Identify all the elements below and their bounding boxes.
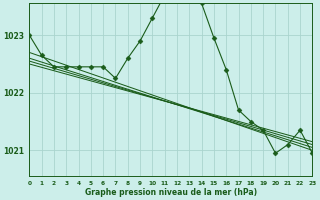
X-axis label: Graphe pression niveau de la mer (hPa): Graphe pression niveau de la mer (hPa)	[85, 188, 257, 197]
